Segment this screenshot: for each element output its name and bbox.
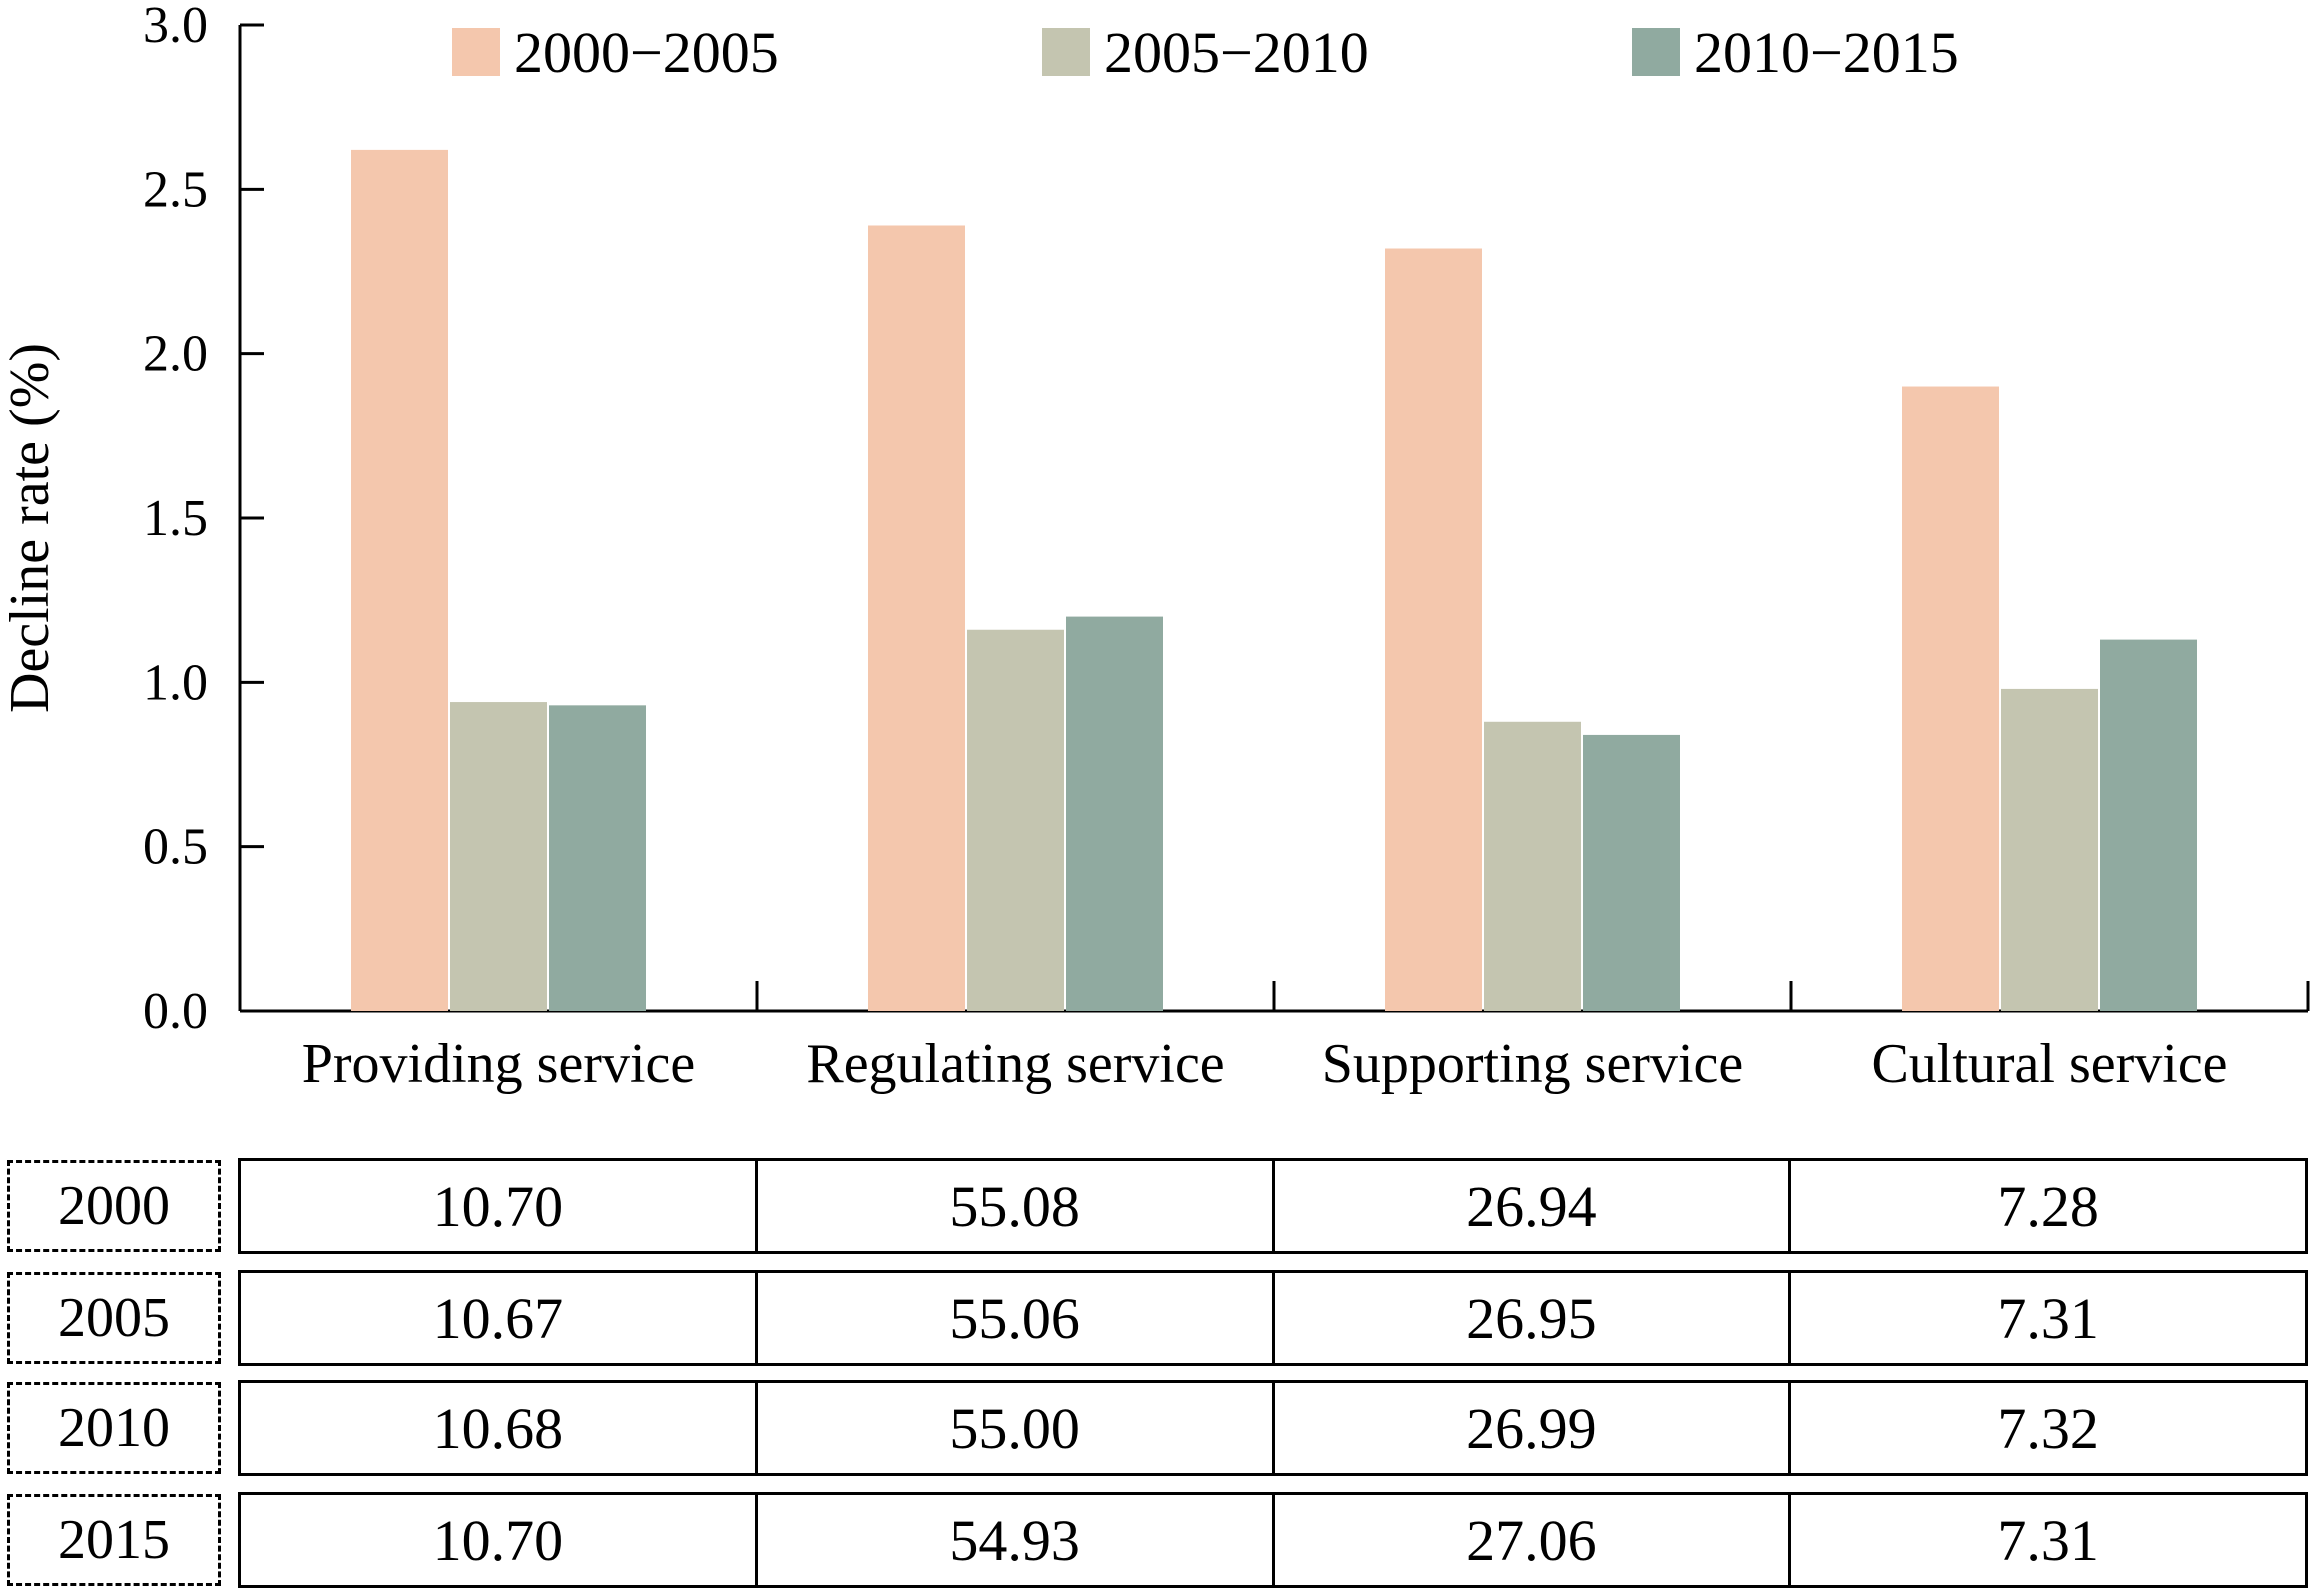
legend-swatch	[1042, 28, 1090, 76]
bar	[549, 705, 646, 1011]
table-year-label: 2005	[7, 1272, 221, 1364]
bar	[351, 149, 448, 1012]
table-row: 10.67 55.06 26.95 7.31	[238, 1270, 2308, 1366]
bar	[1385, 248, 1482, 1011]
table-cell: 55.00	[754, 1380, 1275, 1476]
y-tick-label: 1.5	[143, 490, 208, 547]
bar	[2100, 639, 2197, 1011]
bar	[967, 629, 1064, 1011]
table-row: 10.70 55.08 26.94 7.28	[238, 1158, 2308, 1254]
table-cell: 7.32	[1788, 1380, 2308, 1476]
table-cell: 54.93	[754, 1492, 1275, 1588]
table-cell: 10.68	[238, 1380, 758, 1476]
bar-chart: 0.0 0.5 1.0 1.5 2.0 2.5 3.0 Decline rate (%) Pro…	[0, 0, 2310, 1095]
legend-swatch	[1632, 28, 1680, 76]
bar	[450, 702, 547, 1011]
bar	[868, 225, 965, 1011]
bar	[1902, 386, 1999, 1011]
table-year-label: 2000	[7, 1160, 221, 1252]
legend-label: 2010−2015	[1694, 20, 1959, 85]
table-cell: 26.94	[1271, 1158, 1792, 1254]
table-year-label: 2010	[7, 1382, 221, 1474]
y-axis-label: Decline rate (%)	[0, 343, 61, 713]
y-tick-label: 0.5	[143, 819, 208, 876]
legend-label: 2000−2005	[514, 20, 779, 85]
x-category-label: Regulating service	[806, 1033, 1224, 1095]
x-category-label: Providing service	[302, 1033, 695, 1095]
bar	[1583, 734, 1680, 1011]
x-category-label: Supporting service	[1322, 1033, 1743, 1095]
table-cell: 27.06	[1271, 1492, 1792, 1588]
table-cell: 7.31	[1788, 1492, 2308, 1588]
table-cell: 10.70	[238, 1158, 758, 1254]
table-cell: 7.31	[1788, 1270, 2308, 1366]
y-tick-label: 2.0	[143, 326, 208, 383]
table-cell: 55.06	[754, 1270, 1275, 1366]
legend-swatch	[452, 28, 500, 76]
table-cell: 10.70	[238, 1492, 758, 1588]
y-tick-label: 1.0	[143, 654, 208, 711]
y-tick-label: 2.5	[143, 161, 208, 218]
table-year-label: 2015	[7, 1494, 221, 1586]
table-cell: 10.67	[238, 1270, 758, 1366]
table-cell: 7.28	[1788, 1158, 2308, 1254]
bar	[1066, 616, 1163, 1011]
table-row: 10.70 54.93 27.06 7.31	[238, 1492, 2308, 1588]
table-cell: 55.08	[754, 1158, 1275, 1254]
table-cell: 26.95	[1271, 1270, 1792, 1366]
legend-label: 2005−2010	[1104, 20, 1369, 85]
bar	[2001, 688, 2098, 1011]
x-category-label: Cultural service	[1871, 1033, 2227, 1095]
table-cell: 26.99	[1271, 1380, 1792, 1476]
table-row: 10.68 55.00 26.99 7.32	[238, 1380, 2308, 1476]
y-tick-label: 0.0	[143, 983, 208, 1040]
y-tick-label: 3.0	[143, 0, 208, 54]
bar	[1484, 721, 1581, 1011]
